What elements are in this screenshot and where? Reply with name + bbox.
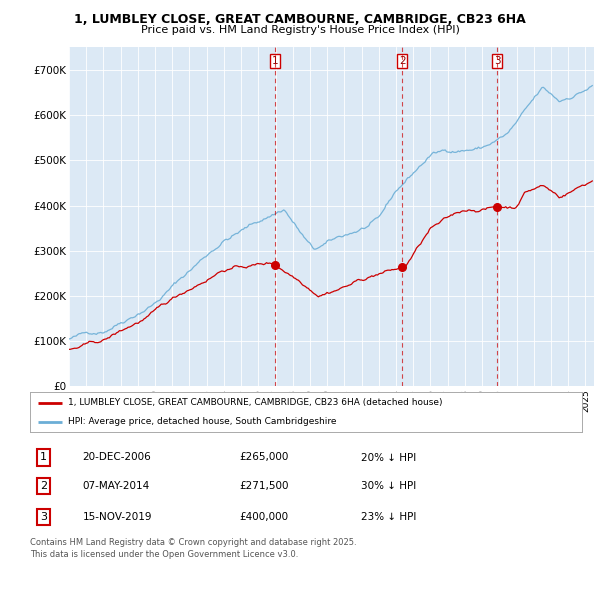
Text: £400,000: £400,000 [240, 512, 289, 522]
Text: Contains HM Land Registry data © Crown copyright and database right 2025.
This d: Contains HM Land Registry data © Crown c… [30, 538, 356, 559]
Text: 3: 3 [40, 512, 47, 522]
Text: £265,000: £265,000 [240, 453, 289, 463]
Text: 3: 3 [494, 56, 500, 65]
Text: 1, LUMBLEY CLOSE, GREAT CAMBOURNE, CAMBRIDGE, CB23 6HA: 1, LUMBLEY CLOSE, GREAT CAMBOURNE, CAMBR… [74, 13, 526, 26]
Text: 1: 1 [40, 453, 47, 463]
Text: 20-DEC-2006: 20-DEC-2006 [82, 453, 151, 463]
Text: Price paid vs. HM Land Registry's House Price Index (HPI): Price paid vs. HM Land Registry's House … [140, 25, 460, 35]
Text: HPI: Average price, detached house, South Cambridgeshire: HPI: Average price, detached house, Sout… [68, 417, 336, 427]
Text: 30% ↓ HPI: 30% ↓ HPI [361, 481, 416, 491]
Text: 15-NOV-2019: 15-NOV-2019 [82, 512, 152, 522]
Text: 20% ↓ HPI: 20% ↓ HPI [361, 453, 416, 463]
Text: 23% ↓ HPI: 23% ↓ HPI [361, 512, 416, 522]
Text: £271,500: £271,500 [240, 481, 289, 491]
Text: 2: 2 [399, 56, 406, 65]
Text: 07-MAY-2014: 07-MAY-2014 [82, 481, 149, 491]
Text: 2: 2 [40, 481, 47, 491]
Text: 1: 1 [272, 56, 278, 65]
Text: 1, LUMBLEY CLOSE, GREAT CAMBOURNE, CAMBRIDGE, CB23 6HA (detached house): 1, LUMBLEY CLOSE, GREAT CAMBOURNE, CAMBR… [68, 398, 442, 407]
